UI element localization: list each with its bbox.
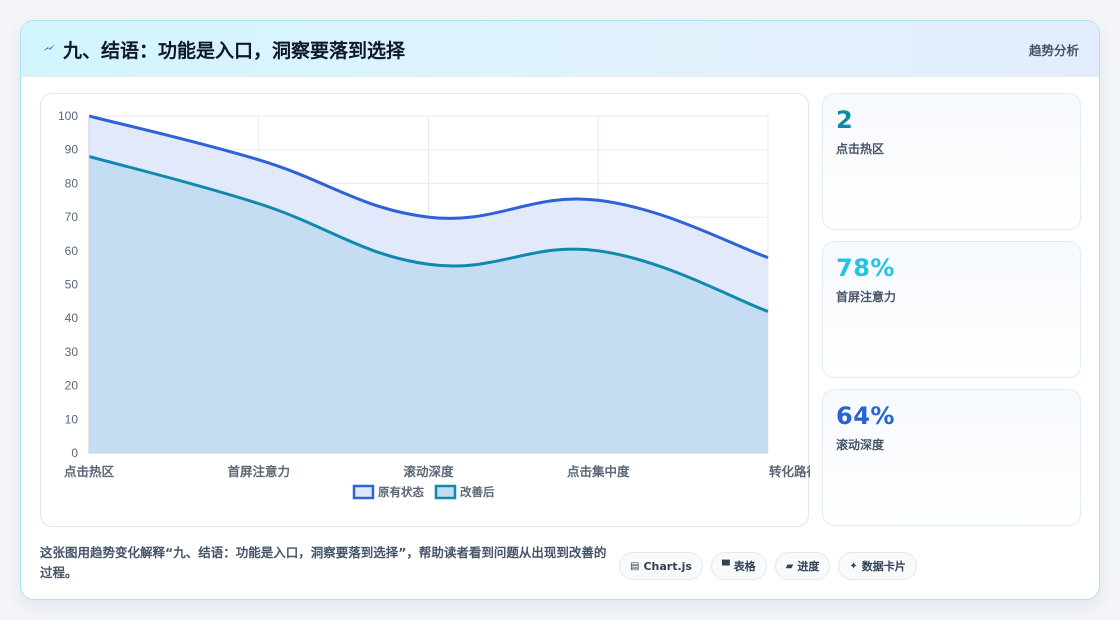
- y-tick-label: 80: [65, 176, 79, 190]
- legend-swatch: [352, 484, 375, 500]
- stat-card-click-hotspot: 2 点击热区: [822, 93, 1081, 230]
- sparkle-icon: ✦: [849, 560, 858, 572]
- pill-label: 数据卡片: [861, 560, 906, 573]
- pill-chartjs[interactable]: ▤ Chart.js: [619, 552, 703, 580]
- y-tick-label: 20: [65, 379, 79, 393]
- x-tick-label: 点击集中度: [567, 464, 630, 479]
- y-tick-label: 30: [65, 345, 79, 359]
- y-tick-label: 50: [65, 278, 79, 292]
- stat-label: 首屏注意力: [836, 290, 897, 304]
- stat-value: 78%: [836, 254, 895, 282]
- stat-value: 64%: [836, 402, 895, 430]
- stat-card-scroll-depth: 64% 滚动深度: [822, 389, 1081, 526]
- y-tick-label: 0: [71, 446, 78, 460]
- pill-table[interactable]: ▀ 表格: [710, 552, 767, 580]
- stat-label: 滚动深度: [836, 438, 885, 452]
- x-tick-label: 转化路径: [769, 464, 810, 479]
- pill-label: 进度: [797, 560, 820, 573]
- pill-label: 表格: [733, 560, 756, 573]
- y-tick-label: 100: [58, 109, 78, 123]
- legend-swatch: [434, 484, 457, 500]
- y-tick-label: 90: [65, 143, 79, 157]
- y-tick-label: 40: [65, 311, 79, 325]
- feature-pills: ▤ Chart.js ▀ 表格 ▰ 进度 ✦ 数据卡片: [619, 552, 917, 580]
- y-tick-label: 60: [65, 244, 79, 258]
- series-line-1: [88, 154, 769, 313]
- stat-card-first-screen-attention: 78% 首屏注意力: [822, 241, 1081, 378]
- table-icon: ▀: [721, 560, 730, 572]
- chart-panel: 0 10 20 30 40 50 60 70 80 90 100 点击热区 首屏注意力 滚动深度 点击集中度…: [40, 93, 810, 527]
- pill-data-card[interactable]: ✦ 数据卡片: [838, 552, 917, 580]
- x-tick-label: 首屏注意力: [227, 464, 290, 479]
- pill-progress[interactable]: ▰ 进度: [774, 552, 831, 580]
- chart-card: 九、结语：功能是入口，洞察要落到选择 趋势分析 0 10 20 30 40 50 60 70 8…: [20, 20, 1100, 600]
- page-title: 九、结语：功能是入口，洞察要落到选择: [63, 40, 406, 62]
- card-header: 九、结语：功能是入口，洞察要落到选择 趋势分析: [21, 21, 1099, 77]
- x-tick-label: 点击热区: [64, 464, 115, 479]
- legend-label: 改善后: [460, 485, 495, 499]
- chart-icon: ▤: [630, 560, 640, 572]
- analysis-tag: 趋势分析: [1028, 43, 1079, 58]
- x-tick-label: 滚动深度: [403, 464, 454, 479]
- area-chart: 0 10 20 30 40 50 60 70 80 90 100 点击热区 首屏注意力 滚动深度 点击集中度…: [58, 109, 810, 500]
- y-tick-label: 10: [65, 412, 79, 426]
- chart-description: 这张图用趋势变化解释“九、结语：功能是入口，洞察要落到选择”，帮助读者看到问题从…: [40, 545, 607, 580]
- stat-label: 点击热区: [836, 142, 885, 156]
- lightning-icon: [43, 44, 55, 51]
- stat-value: 2: [836, 106, 854, 134]
- pill-label: Chart.js: [643, 559, 692, 573]
- series-line-0: [88, 114, 769, 259]
- legend-label: 原有状态: [378, 485, 424, 499]
- y-tick-label: 70: [65, 210, 79, 224]
- series-area-1: [89, 156, 768, 453]
- progress-icon: ▰: [785, 560, 794, 572]
